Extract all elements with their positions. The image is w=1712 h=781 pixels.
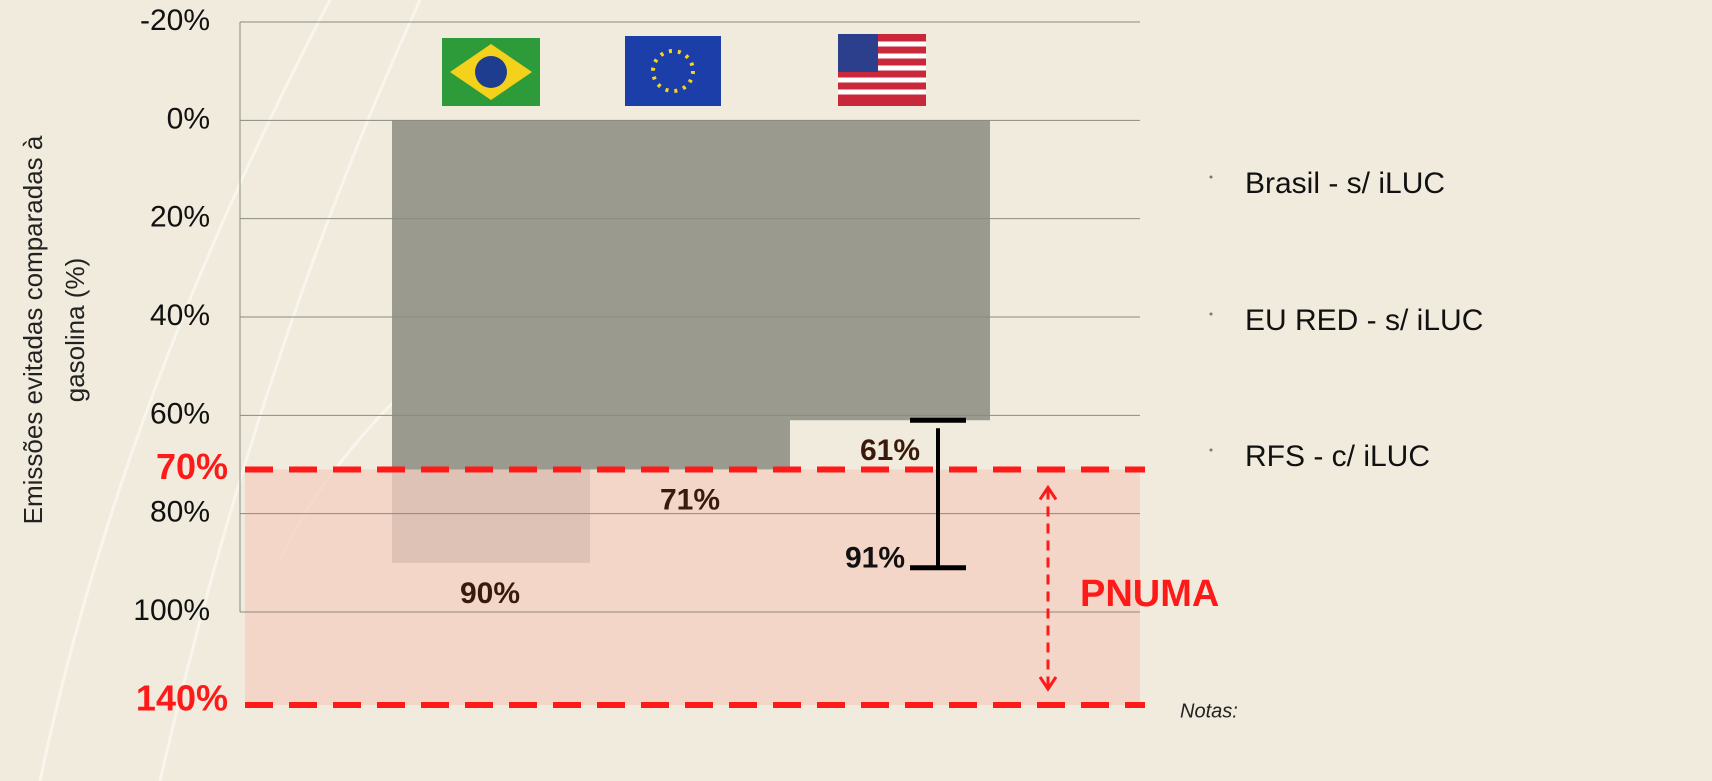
flag-eu	[625, 36, 721, 106]
note: Notas:	[1180, 700, 1238, 722]
y-tick-label: 80%	[150, 496, 210, 529]
y-tick-label: 0%	[167, 102, 210, 135]
flag-brazil-globe	[475, 56, 507, 88]
flag-us-canton	[838, 34, 878, 72]
data-label: 61%	[860, 434, 920, 467]
bar	[590, 120, 790, 470]
y-axis-label: gasolina (%)	[60, 258, 90, 403]
legend-marker	[1209, 448, 1213, 452]
legend-label: RFS - c/ iLUC	[1245, 440, 1430, 473]
band	[245, 469, 1140, 705]
arrow-head	[1038, 676, 1058, 692]
band-label: PNUMA	[1080, 573, 1219, 615]
data-label: 71%	[660, 483, 720, 516]
legend-label: Brasil - s/ iLUC	[1245, 167, 1445, 200]
y-axis-label: Emissões evitadas comparadas à	[18, 135, 48, 524]
arrow-head	[1038, 484, 1058, 501]
data-label: 91%	[845, 542, 905, 575]
y-tick-label: 40%	[150, 299, 210, 332]
bar	[790, 120, 990, 421]
y-tick-label: 20%	[150, 201, 210, 234]
data-label: 90%	[460, 577, 520, 610]
legend-marker	[1209, 312, 1213, 316]
y-tick-label: 100%	[133, 594, 210, 627]
legend-marker	[1209, 175, 1213, 179]
threshold-label: 140%	[136, 678, 228, 719]
y-tick-label: -20%	[140, 4, 210, 37]
flags	[442, 34, 926, 106]
threshold-label: 70%	[156, 446, 228, 487]
flag-us-stripes	[838, 41, 926, 95]
legend-label: EU RED - s/ iLUC	[1245, 304, 1483, 337]
y-tick-label: 60%	[150, 397, 210, 430]
flag-eu-stars	[651, 49, 695, 93]
